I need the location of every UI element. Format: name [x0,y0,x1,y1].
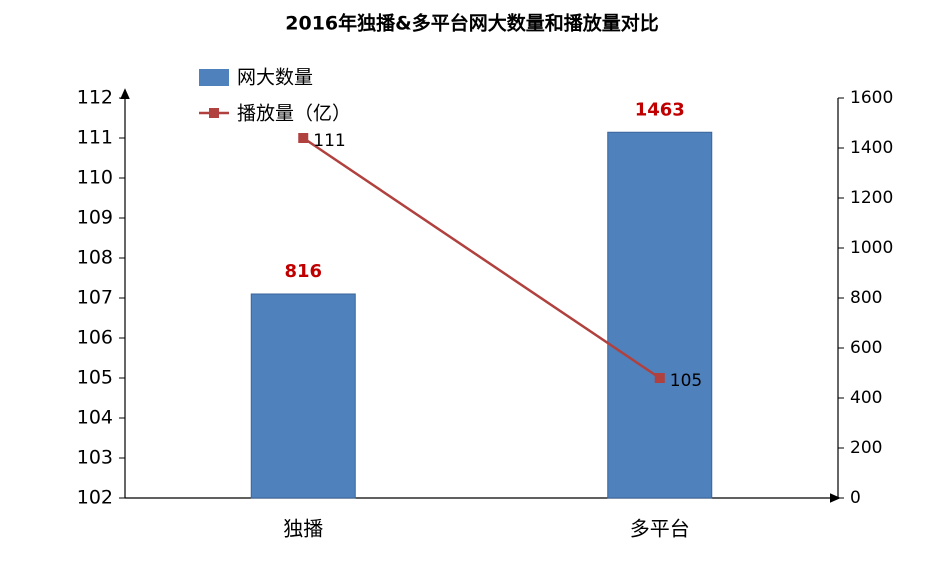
chart-title: 2016年独播&多平台网大数量和播放量对比 [285,12,658,35]
y2-tick-label: 1400 [850,138,893,158]
y-tick-label: 110 [77,167,113,189]
legend-marker [209,108,219,118]
legend: 网大数量 播放量（亿） [199,67,351,125]
bar-value-label: 816 [284,261,322,282]
y-tick-label: 112 [77,87,113,109]
y-tick-label: 104 [77,407,113,429]
x-tick-label: 多平台 [630,517,690,541]
y-tick-label: 103 [77,447,113,469]
legend-label: 播放量（亿） [237,103,351,125]
legend-label: 网大数量 [237,67,313,89]
y2-tick-label: 800 [850,288,882,308]
y2-tick-label: 200 [850,438,882,458]
y-tick-label: 107 [77,287,113,309]
bar [250,293,356,499]
x-tick-label: 独播 [283,517,323,541]
y-tick-label: 111 [77,127,113,149]
line-value-label: 105 [670,371,702,391]
line-marker [654,373,665,383]
y-tick-label: 102 [77,487,113,509]
y-tick-label: 106 [77,327,113,349]
line-value-label: 111 [313,131,345,151]
y2-tick-label: 0 [850,488,861,508]
y2-tick-label: 1600 [850,88,893,108]
legend-swatch-bar [199,69,229,86]
y2-tick-label: 400 [850,388,882,408]
bar [607,131,713,499]
line-marker [298,133,309,143]
y2-tick-label: 1200 [850,188,893,208]
y-tick-label: 105 [77,367,113,389]
y2-tick-label: 1000 [850,238,893,258]
bar-value-label: 1463 [635,99,685,120]
y2-tick-label: 600 [850,338,882,358]
y-tick-label: 108 [77,247,113,269]
y-tick-label: 109 [77,207,113,229]
line [302,136,661,380]
